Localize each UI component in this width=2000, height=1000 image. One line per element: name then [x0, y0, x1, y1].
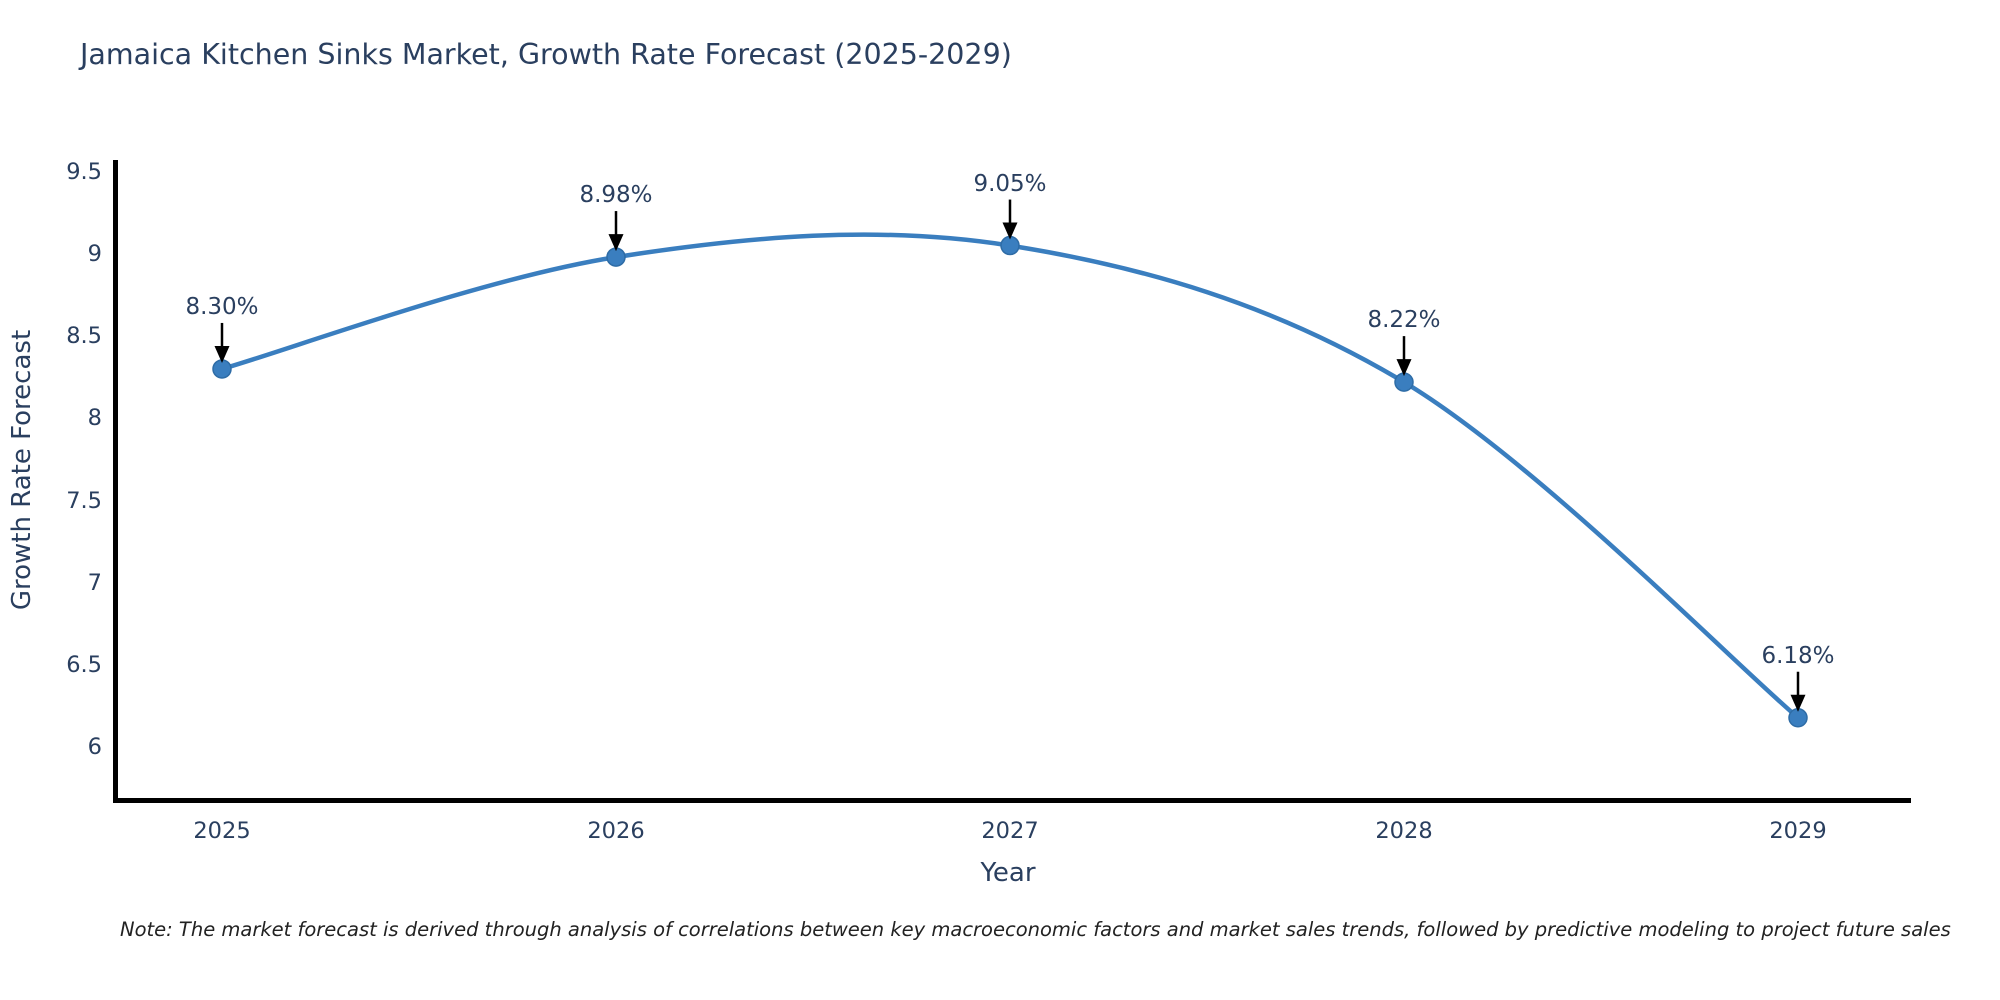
data-point-value-label: 6.18% — [1761, 643, 1835, 669]
x-tick-label: 2029 — [1769, 818, 1827, 844]
x-tick-label: 2027 — [981, 818, 1039, 844]
annotation-arrowhead-icon — [1396, 359, 1412, 377]
x-tick-label: 2028 — [1375, 818, 1433, 844]
y-axis-line — [113, 160, 118, 803]
x-axis-line — [113, 798, 1911, 803]
y-tick-label: 7.5 — [66, 488, 102, 514]
y-tick-label: 6 — [87, 734, 102, 760]
forecast-line — [219, 232, 1801, 720]
y-tick-label: 8.5 — [66, 323, 102, 349]
data-point-value-label: 9.05% — [973, 171, 1047, 197]
y-tick-label: 8 — [87, 405, 102, 431]
data-point-value-label: 8.22% — [1367, 307, 1441, 333]
x-axis-title: Year — [980, 858, 1036, 888]
y-tick-label: 7 — [87, 570, 102, 596]
y-tick-label: 9 — [87, 241, 102, 267]
footnote-text: Note: The market forecast is derived thr… — [120, 918, 1951, 941]
annotation-arrowhead-icon — [1002, 222, 1018, 240]
annotation-arrowhead-icon — [1790, 694, 1806, 712]
annotation-arrowhead-icon — [608, 234, 624, 252]
x-tick-label: 2026 — [587, 818, 645, 844]
x-tick-label: 2025 — [193, 818, 251, 844]
data-point-value-label: 8.98% — [579, 182, 653, 208]
y-tick-label: 6.5 — [66, 652, 102, 678]
annotation-arrowhead-icon — [214, 345, 230, 363]
data-point-value-label: 8.30% — [185, 294, 259, 320]
chart-title: Jamaica Kitchen Sinks Market, Growth Rat… — [80, 38, 1012, 71]
y-tick-label: 9.5 — [66, 159, 102, 185]
